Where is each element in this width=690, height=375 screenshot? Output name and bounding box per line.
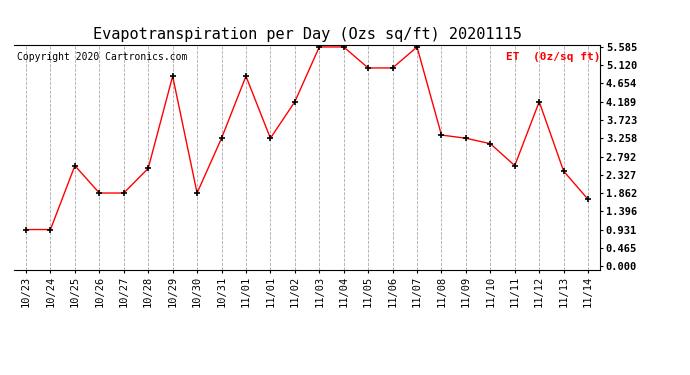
Text: Copyright 2020 Cartronics.com: Copyright 2020 Cartronics.com <box>17 52 187 62</box>
Text: ET  (0z/sq ft): ET (0z/sq ft) <box>506 52 600 62</box>
Title: Evapotranspiration per Day (Ozs sq/ft) 20201115: Evapotranspiration per Day (Ozs sq/ft) 2… <box>92 27 522 42</box>
